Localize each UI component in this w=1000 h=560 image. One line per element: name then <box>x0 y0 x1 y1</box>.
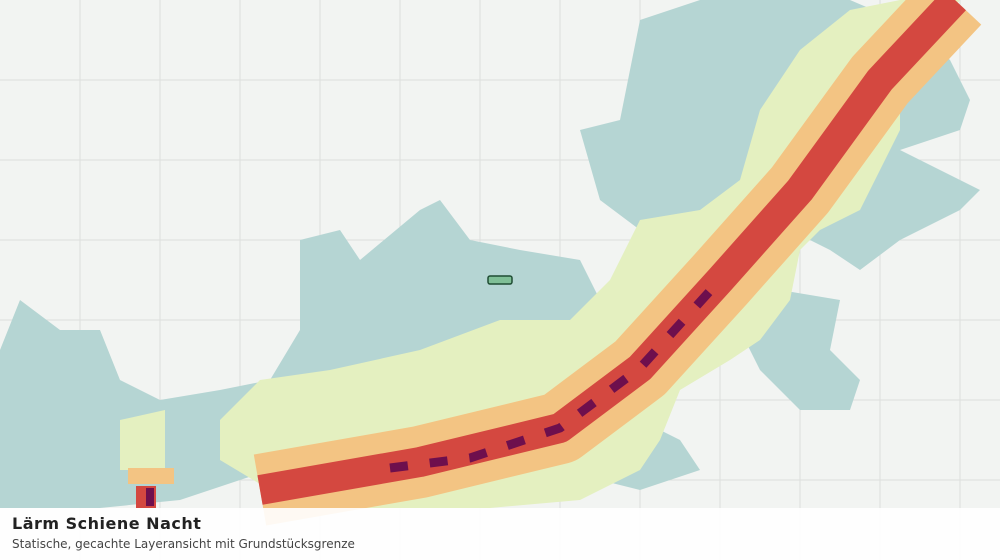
noise-zone-max <box>146 488 154 506</box>
noise-zone-max <box>389 276 724 473</box>
parcel-boundary[interactable] <box>487 275 513 285</box>
layer-subtitle: Statische, gecachte Layeransicht mit Gru… <box>12 537 355 551</box>
caption: Lärm Schiene Nacht Statische, gecachte L… <box>0 508 1000 560</box>
layer-title: Lärm Schiene Nacht <box>12 514 202 533</box>
noise-zone-high <box>128 468 174 484</box>
noise-zone-mid <box>120 0 960 508</box>
